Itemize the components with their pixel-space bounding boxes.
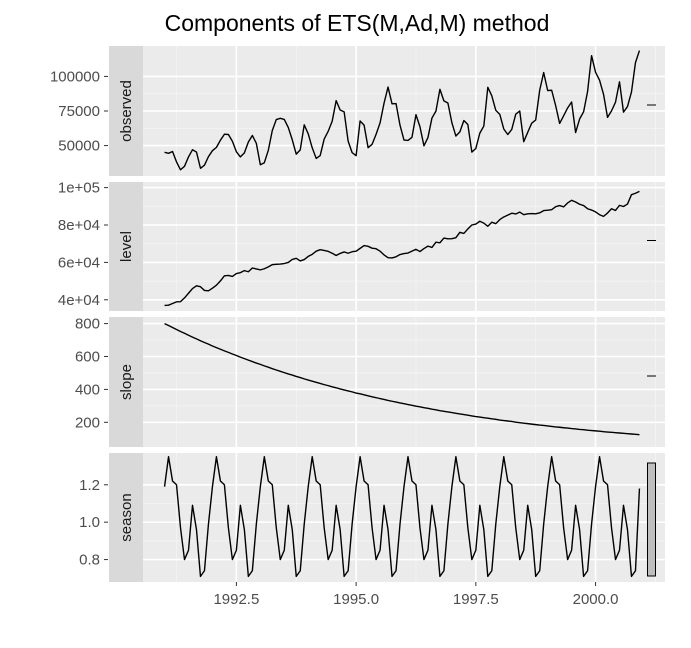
series-line-observed <box>164 50 641 171</box>
strip-observed <box>109 46 143 176</box>
panel-level: level 4e+04 6e+04 8e+04 1e+05 <box>58 180 665 311</box>
facet-panels: observed 50000 75000 100000 level 4e+04 6e+04 8… <box>50 46 665 582</box>
panel-background <box>143 182 665 311</box>
series-line-season <box>163 456 641 578</box>
y-tick-label-observed: 50000 <box>58 138 100 155</box>
panel-background <box>143 453 665 582</box>
y-tick-label-season: 1.0 <box>79 514 100 531</box>
panel-slope: slope 200 400 600 800 <box>75 316 665 447</box>
series-line-slope <box>164 322 640 436</box>
y-tick-label-slope: 400 <box>75 381 100 398</box>
strip-label-observed: observed <box>118 80 135 142</box>
y-tick-label-slope: 600 <box>75 348 100 365</box>
strip-slope <box>109 317 143 447</box>
x-tick-label: 2000.0 <box>573 591 619 608</box>
y-tick-label-level: 6e+04 <box>58 254 100 271</box>
y-tick-label-level: 1e+05 <box>58 180 100 197</box>
strip-label-slope: slope <box>118 364 135 400</box>
panel-background <box>143 317 665 447</box>
panel-observed: observed 50000 75000 100000 <box>50 46 665 176</box>
panel-season: season 0.8 1.0 1.2 <box>79 453 665 582</box>
x-tick-label: 1992.5 <box>213 591 259 608</box>
y-tick-label-season: 1.2 <box>79 477 100 494</box>
chart-title: Components of ETS(M,Ad,M) method <box>165 10 550 36</box>
y-tick-label-observed: 75000 <box>58 103 100 120</box>
y-tick-label-slope: 200 <box>75 414 100 431</box>
strip-level <box>109 182 143 311</box>
strip-label-level: level <box>118 231 135 262</box>
scale-bar <box>647 462 656 577</box>
y-tick-label-observed: 100000 <box>50 68 100 85</box>
y-tick-label-level: 8e+04 <box>58 217 100 234</box>
x-tick-label: 1995.0 <box>333 591 379 608</box>
x-axis: 1992.5 1995.0 1997.5 2000.0 <box>213 582 619 608</box>
y-tick-label-season: 0.8 <box>79 552 100 569</box>
y-tick-label-level: 4e+04 <box>58 292 100 309</box>
strip-label-season: season <box>118 493 135 541</box>
x-tick-label: 1997.5 <box>453 591 499 608</box>
strip-season <box>109 453 143 582</box>
series-line-level <box>164 190 640 307</box>
y-tick-label-slope: 800 <box>75 316 100 333</box>
